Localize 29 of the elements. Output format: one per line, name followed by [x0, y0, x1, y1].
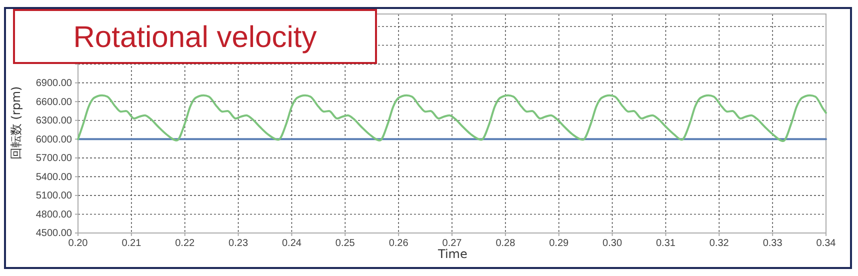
y-tick-label: 5400.00: [36, 172, 72, 183]
x-tick-label: 0.25: [335, 238, 356, 250]
y-tick-label: 6600.00: [36, 96, 72, 108]
y-tick-label: 5700.00: [36, 153, 72, 164]
x-tick-label: 0.28: [496, 238, 516, 250]
y-tick-label: 4800.00: [36, 209, 72, 220]
y-tick-label: 6900.00: [36, 78, 72, 90]
x-tick-label: 0.31: [656, 238, 676, 250]
chart-title: Rotational velocity: [73, 21, 317, 54]
y-tick-label: 6000.00: [36, 134, 72, 146]
x-tick-label: 0.33: [762, 238, 783, 250]
line-series: [77, 94, 827, 142]
title-box: Rotational velocity: [13, 9, 377, 64]
x-tick-label: 0.30: [602, 238, 622, 250]
x-tick-label: 0.24: [282, 238, 302, 250]
x-tick-label: 0.23: [228, 238, 248, 250]
x-tick-label: 0.22: [175, 238, 196, 250]
y-tick-label: 4500.00: [36, 228, 72, 240]
x-tick-label: 0.27: [442, 238, 462, 250]
y-tick-label: 6300.00: [36, 116, 72, 127]
x-tick-label: 0.26: [388, 238, 409, 250]
x-tick-label: 0.32: [709, 238, 730, 250]
y-tick-label: 5100.00: [36, 190, 72, 202]
y-axis-title: 回転数 (rpm): [9, 86, 23, 160]
x-tick-label: 0.29: [549, 238, 570, 250]
x-tick-label: 0.34: [816, 238, 836, 250]
x-tick-label: 0.21: [122, 238, 142, 250]
x-tick-label: 0.20: [68, 238, 88, 250]
x-axis-title: Time: [437, 247, 468, 261]
